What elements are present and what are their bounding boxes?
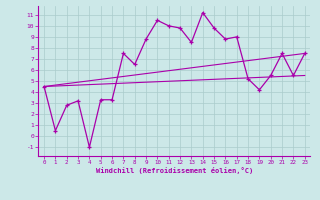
X-axis label: Windchill (Refroidissement éolien,°C): Windchill (Refroidissement éolien,°C) <box>96 167 253 174</box>
